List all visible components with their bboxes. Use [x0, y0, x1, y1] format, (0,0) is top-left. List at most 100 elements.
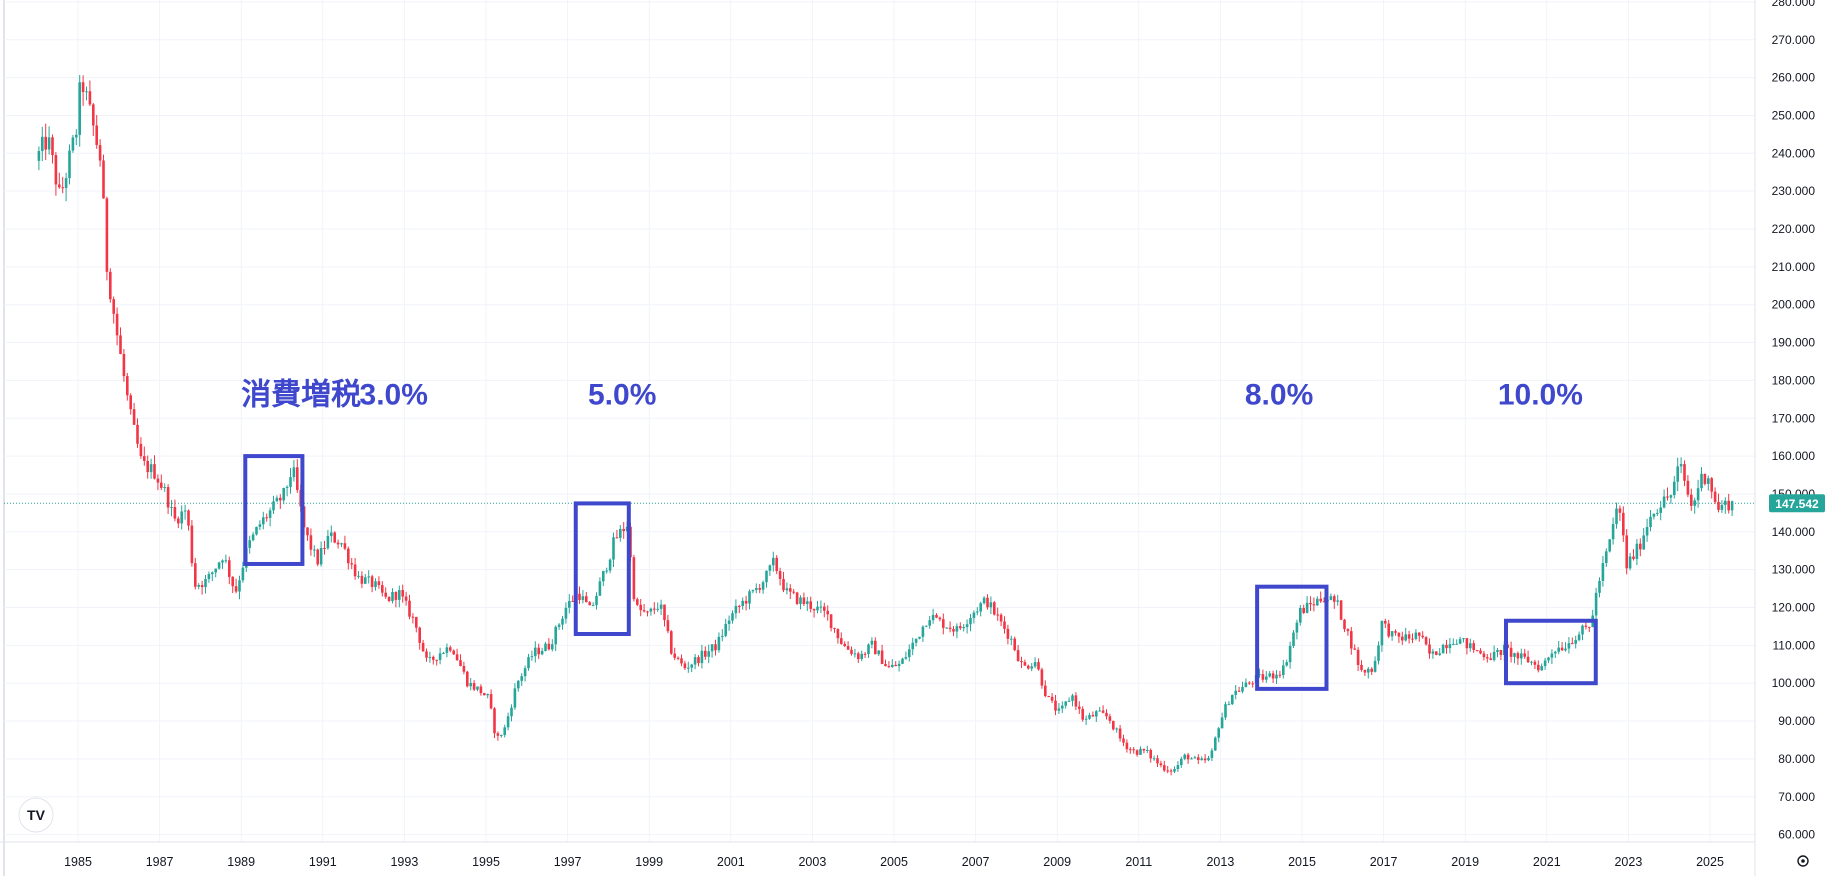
candle-down — [578, 593, 581, 600]
year-tick-label: 2019 — [1451, 855, 1479, 869]
candle-down — [1533, 661, 1537, 665]
candle-up — [904, 657, 908, 659]
candle-down — [347, 548, 350, 564]
candle-up — [911, 642, 914, 650]
candle-up — [214, 568, 217, 573]
candle-down — [863, 653, 867, 655]
highlight-box — [1255, 584, 1329, 691]
candle-up — [768, 565, 772, 571]
candle-up — [1550, 653, 1554, 658]
candle-down — [1302, 607, 1305, 613]
price-tick-label: 110.000 — [1773, 638, 1816, 652]
year-tick-label: 2009 — [1043, 855, 1071, 869]
price-axis-panel[interactable] — [1755, 0, 1828, 876]
candle-up — [357, 575, 360, 577]
candle-down — [942, 619, 945, 628]
candle-up — [989, 602, 993, 608]
candle-down — [1149, 750, 1152, 759]
candle-down — [1516, 653, 1520, 659]
candle-down — [265, 517, 268, 519]
candle-down — [449, 647, 452, 651]
candle-down — [1027, 665, 1030, 669]
candle-down — [234, 586, 238, 592]
candle-up — [1373, 660, 1377, 672]
price-tick-label: 280.000 — [1772, 0, 1816, 9]
candle-down — [1639, 543, 1642, 550]
candle-down — [683, 663, 687, 669]
candle-down — [136, 424, 139, 444]
candle-up — [64, 178, 68, 189]
candle-up — [1679, 464, 1683, 467]
candle-up — [211, 572, 214, 575]
candle-up — [207, 574, 211, 579]
tradingview-logo[interactable]: TV — [18, 797, 54, 833]
candle-up — [1448, 644, 1452, 649]
candle-down — [415, 616, 418, 628]
price-tick-label: 210.000 — [1772, 260, 1816, 274]
year-tick-label: 1995 — [472, 855, 500, 869]
price-tick-label: 70.000 — [1778, 790, 1815, 804]
candle-down — [758, 588, 761, 590]
gear-icon[interactable] — [1797, 855, 1809, 867]
logo-text: TV — [27, 807, 46, 823]
time-axis-ticks[interactable]: 1985 1987 1989 1991 1993 1995 1997 1999 2001 2003… — [64, 855, 1724, 869]
candle-down — [129, 395, 132, 410]
candle-up — [1581, 625, 1584, 635]
candle-down — [353, 564, 357, 577]
candle-down — [778, 571, 782, 579]
candle-down — [496, 733, 500, 736]
candle-down — [1023, 662, 1027, 666]
candle-up — [149, 464, 153, 473]
candle-up — [965, 624, 969, 628]
candle-down — [792, 591, 795, 593]
candle-down — [1074, 695, 1078, 707]
price-tick-label: 200.000 — [1772, 298, 1816, 312]
candle-up — [1231, 694, 1234, 705]
candle-up — [561, 618, 564, 625]
candle-up — [945, 627, 948, 629]
candle-up — [391, 591, 394, 602]
candle-down — [1044, 685, 1047, 696]
candle-down — [466, 671, 469, 687]
candle-up — [564, 607, 568, 619]
candle-up — [1469, 643, 1472, 649]
highlight-box — [1504, 618, 1598, 686]
candle-down — [775, 557, 778, 572]
price-tick-label: 140.000 — [1772, 525, 1816, 539]
candle-up — [476, 686, 479, 690]
candle-down — [1384, 620, 1387, 624]
candle-down — [1353, 648, 1356, 650]
candle-down — [585, 596, 588, 603]
candle-down — [840, 638, 843, 644]
candle-down — [632, 557, 636, 600]
candle-up — [1176, 765, 1180, 770]
year-tick-label: 2001 — [717, 855, 745, 869]
candle-down — [843, 643, 846, 647]
candle-up — [438, 653, 442, 660]
candle-up — [255, 526, 258, 535]
candle-up — [1152, 758, 1156, 760]
candle-down — [1632, 556, 1635, 559]
candle-down — [455, 654, 459, 661]
candle-down — [537, 647, 540, 655]
candle-down — [58, 184, 61, 188]
candle-up — [1693, 500, 1696, 506]
candle-down — [1428, 644, 1431, 654]
candle-up — [1659, 507, 1662, 513]
candle-up — [1275, 674, 1278, 679]
candle-down — [1350, 631, 1353, 649]
candle-down — [479, 686, 483, 694]
candle-down — [1105, 712, 1108, 717]
candle-down — [153, 464, 156, 479]
candle-up — [819, 606, 823, 608]
candle-up — [1241, 686, 1244, 692]
year-tick-label: 1991 — [309, 855, 337, 869]
candle-up — [928, 620, 931, 626]
candle-down — [1108, 716, 1112, 721]
candle-down — [1445, 644, 1448, 649]
candle-up — [955, 626, 959, 632]
year-tick-label: 2025 — [1696, 855, 1724, 869]
year-tick-label: 2003 — [798, 855, 826, 869]
